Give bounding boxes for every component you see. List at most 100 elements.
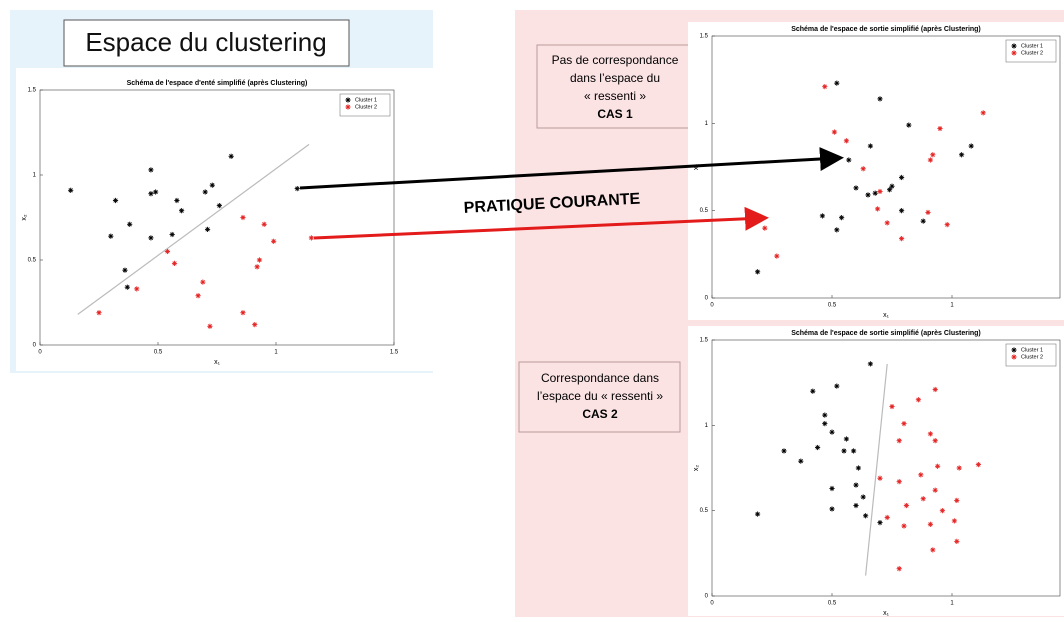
plot-frame [711, 339, 1061, 597]
legend-label: Cluster 1 [355, 97, 377, 103]
marker-stroke [834, 383, 839, 389]
point [968, 143, 974, 149]
point [877, 475, 883, 481]
point [956, 465, 962, 471]
marker-stroke [887, 187, 892, 192]
point [875, 206, 881, 212]
marker-stroke [134, 286, 139, 292]
point [179, 208, 185, 214]
point [899, 208, 905, 214]
case-label: CAS 2 [582, 407, 618, 421]
legend-marker [1011, 347, 1017, 353]
point [124, 284, 130, 290]
legend-marker [345, 97, 351, 103]
point [68, 187, 74, 193]
marker-stroke [841, 448, 847, 454]
point [927, 157, 933, 163]
marker-stroke [928, 157, 933, 163]
point [271, 238, 277, 244]
point [932, 487, 938, 493]
marker-stroke [921, 496, 926, 501]
point [930, 547, 936, 553]
x-axis-label: x₁ [883, 610, 890, 617]
point [112, 197, 119, 204]
case-line: Pas de correspondance [552, 53, 679, 67]
point [207, 323, 213, 329]
point [899, 236, 905, 242]
marker-stroke [877, 476, 883, 481]
marker-stroke [933, 387, 938, 392]
marker-stroke [853, 503, 859, 508]
marker-stroke [906, 122, 911, 128]
marker-stroke [179, 208, 184, 213]
point [829, 429, 835, 435]
point [294, 186, 300, 192]
marker-stroke [945, 222, 950, 227]
point [920, 218, 926, 224]
marker-stroke [865, 192, 871, 198]
point [256, 257, 263, 263]
marker-stroke [153, 189, 158, 195]
point [896, 479, 902, 485]
marker-stroke [877, 189, 883, 194]
point [819, 213, 825, 219]
marker-stroke [262, 222, 267, 227]
point [762, 225, 768, 231]
legend-box [339, 93, 391, 117]
point [853, 502, 859, 509]
point [829, 485, 835, 492]
marker-stroke [165, 249, 170, 254]
point [853, 482, 859, 488]
point [865, 192, 871, 198]
heading-box [63, 19, 350, 67]
point [889, 183, 895, 189]
legend-label: Cluster 2 [1021, 50, 1043, 56]
point [122, 267, 128, 273]
marker-stroke [229, 154, 234, 159]
marker-stroke [1011, 43, 1017, 49]
point [843, 436, 849, 442]
marker-stroke [861, 166, 866, 171]
marker-stroke [897, 566, 902, 571]
marker-stroke [174, 198, 180, 203]
point [774, 253, 780, 259]
marker-stroke [899, 175, 904, 180]
point [860, 494, 866, 500]
marker-stroke [68, 188, 73, 193]
marker-stroke [829, 430, 835, 435]
marker-stroke [798, 459, 803, 464]
separator-line [865, 363, 888, 576]
marker-stroke [832, 129, 837, 135]
point [951, 518, 957, 524]
y-tick-label: 0.5 [700, 508, 709, 514]
marker-stroke [885, 515, 890, 520]
point [877, 96, 883, 102]
y-tick-label: 1.5 [700, 338, 709, 344]
marker-stroke [755, 511, 760, 517]
point [829, 506, 835, 512]
case-label: CAS 1 [597, 107, 633, 121]
point [195, 293, 201, 299]
x-tick-label: 0 [710, 303, 714, 309]
x-tick-label: 1 [950, 601, 954, 607]
marker-stroke [172, 261, 177, 266]
marker-stroke [976, 462, 981, 467]
x-tick-label: 0.5 [828, 601, 837, 607]
marker-stroke [829, 506, 835, 512]
marker-stroke [933, 438, 938, 443]
marker-stroke [113, 198, 118, 203]
heading: Espace du clustering [85, 27, 326, 57]
point [860, 166, 866, 172]
x-tick-label: 0.5 [828, 303, 837, 309]
marker-stroke [834, 227, 839, 233]
marker-stroke [933, 488, 938, 493]
y-tick-label: 0 [33, 343, 37, 349]
point [200, 279, 206, 285]
point [884, 220, 890, 226]
point [896, 566, 902, 572]
arrow [299, 147, 844, 190]
point [906, 122, 912, 128]
point [903, 502, 909, 509]
point [822, 84, 828, 90]
point [755, 269, 761, 275]
